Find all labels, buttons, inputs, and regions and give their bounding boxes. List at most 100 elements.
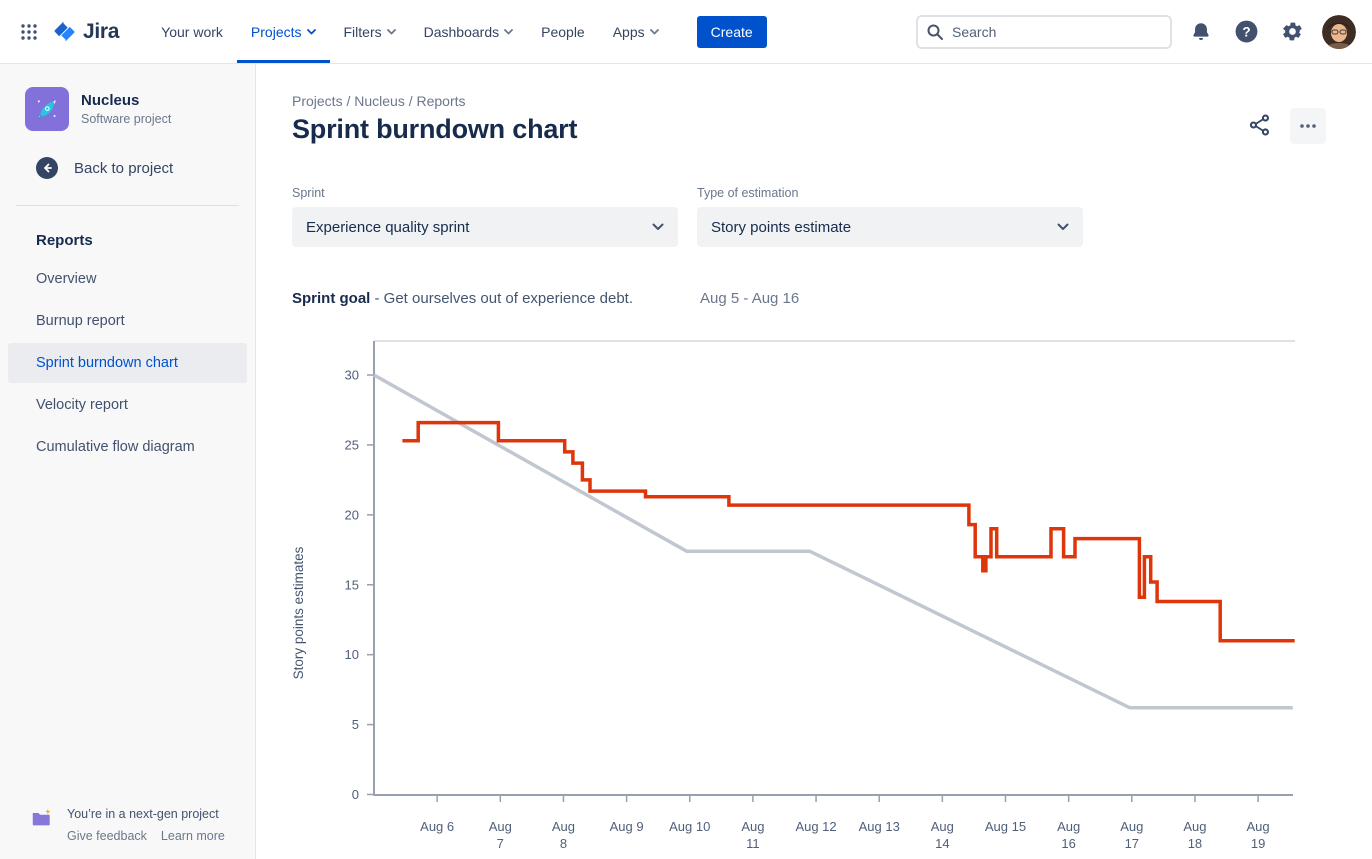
- help-icon: ?: [1235, 20, 1258, 43]
- nav-item-filters[interactable]: Filters: [330, 0, 410, 63]
- top-navbar: Jira Your work Projects Filters Dashboar…: [0, 0, 1372, 64]
- project-header: Nucleus Software project: [25, 87, 239, 131]
- nav-item-label: Your work: [161, 23, 223, 40]
- sprint-field-label: Sprint: [292, 186, 325, 200]
- sidebar-item-sprint-burndown-chart[interactable]: Sprint burndown chart: [8, 343, 247, 383]
- nav-item-label: Dashboards: [423, 23, 500, 40]
- sidebar-item-label: Sprint burndown chart: [36, 355, 178, 371]
- more-dots-icon: [1300, 124, 1316, 128]
- app-switcher-button[interactable]: [16, 19, 42, 45]
- chevron-down-icon: [1057, 223, 1069, 230]
- svg-text:Aug 12: Aug 12: [795, 819, 836, 834]
- sprint-goal: Sprint goal - Get ourselves out of exper…: [292, 290, 633, 307]
- gear-icon: [1283, 22, 1302, 41]
- estimation-field-label: Type of estimation: [697, 186, 799, 200]
- grid-icon: [21, 23, 37, 40]
- user-avatar[interactable]: [1322, 14, 1356, 49]
- more-button[interactable]: [1290, 108, 1326, 144]
- svg-text:8: 8: [560, 836, 567, 851]
- nav-item-people[interactable]: People: [527, 0, 599, 63]
- sidebar-item-overview[interactable]: Overview: [8, 259, 247, 299]
- svg-text:25: 25: [345, 437, 359, 452]
- svg-text:Aug: Aug: [1057, 819, 1080, 834]
- settings-button[interactable]: [1277, 16, 1308, 47]
- next-gen-note: You’re in a next-gen project: [67, 807, 219, 821]
- project-type: Software project: [81, 112, 172, 126]
- svg-text:Aug 15: Aug 15: [985, 819, 1026, 834]
- rocket-icon: [37, 100, 56, 118]
- sprint-select-value: Experience quality sprint: [306, 218, 470, 236]
- header-actions: [1244, 108, 1326, 144]
- nav-item-your-work[interactable]: Your work: [147, 0, 237, 63]
- svg-text:17: 17: [1125, 836, 1139, 851]
- svg-text:Aug 6: Aug 6: [420, 819, 454, 834]
- project-sidebar: Nucleus Software project Back to project…: [0, 64, 256, 859]
- svg-text:14: 14: [935, 836, 949, 851]
- back-label: Back to project: [74, 159, 174, 177]
- nav-item-label: People: [541, 23, 585, 40]
- jira-logo[interactable]: Jira: [52, 19, 119, 44]
- avatar-image: [1322, 14, 1356, 49]
- svg-text:Aug: Aug: [741, 819, 764, 834]
- main-content: Projects / Nucleus / Reports Sprint burn…: [256, 64, 1372, 859]
- back-to-project[interactable]: Back to project: [36, 157, 239, 179]
- svg-text:0: 0: [352, 787, 359, 802]
- svg-text:15: 15: [345, 577, 359, 592]
- nav-item-dashboards[interactable]: Dashboards: [410, 0, 528, 63]
- svg-text:10: 10: [345, 647, 359, 662]
- breadcrumb[interactable]: Projects / Nucleus / Reports: [292, 93, 466, 109]
- svg-text:20: 20: [345, 507, 359, 522]
- help-button[interactable]: ?: [1230, 15, 1263, 48]
- estimation-select[interactable]: Story points estimate: [697, 207, 1083, 247]
- nav-item-projects[interactable]: Projects: [236, 0, 330, 63]
- sprint-select[interactable]: Experience quality sprint: [292, 207, 678, 247]
- nav-item-label: Filters: [343, 23, 382, 40]
- sidebar-heading-reports: Reports: [36, 232, 93, 249]
- chevron-down-icon: [306, 28, 316, 34]
- svg-text:5: 5: [352, 717, 359, 732]
- share-button[interactable]: [1244, 109, 1276, 144]
- sidebar-item-cumulative-flow-diagram[interactable]: Cumulative flow diagram: [8, 427, 247, 467]
- sidebar-footer-text: You’re in a next-gen project Give feedba…: [67, 807, 225, 843]
- jira-logo-icon: [54, 21, 75, 42]
- project-avatar[interactable]: [25, 87, 69, 131]
- svg-text:30: 30: [345, 368, 359, 383]
- svg-text:Aug 13: Aug 13: [859, 819, 900, 834]
- svg-text:16: 16: [1061, 836, 1075, 851]
- project-info: Nucleus Software project: [81, 92, 171, 126]
- nav-item-apps[interactable]: Apps: [599, 0, 673, 63]
- svg-text:11: 11: [746, 836, 760, 851]
- svg-text:19: 19: [1251, 836, 1265, 851]
- notifications-button[interactable]: [1186, 17, 1216, 47]
- search-icon: [927, 24, 943, 40]
- give-feedback-link[interactable]: Give feedback: [67, 829, 147, 843]
- svg-text:Aug: Aug: [552, 819, 575, 834]
- svg-text:?: ?: [1242, 24, 1250, 39]
- sidebar-item-velocity-report[interactable]: Velocity report: [8, 385, 247, 425]
- sidebar-item-label: Velocity report: [36, 397, 128, 413]
- project-name: Nucleus: [81, 92, 140, 109]
- search-input[interactable]: [916, 14, 1172, 49]
- svg-text:18: 18: [1188, 836, 1202, 851]
- svg-text:Aug: Aug: [489, 819, 512, 834]
- svg-text:Story points estimates: Story points estimates: [291, 546, 306, 679]
- navbar-right: ?: [916, 0, 1356, 63]
- sidebar-divider: [16, 205, 239, 206]
- sprint-goal-text: - Get ourselves out of experience debt.: [370, 290, 634, 307]
- search-box: [916, 14, 1172, 49]
- share-icon: [1249, 113, 1269, 136]
- estimation-select-value: Story points estimate: [711, 218, 852, 236]
- sidebar-footer: You’re in a next-gen project Give feedba…: [30, 807, 225, 843]
- bell-icon: [1193, 22, 1209, 40]
- svg-text:Aug: Aug: [1120, 819, 1143, 834]
- brand-text: Jira: [83, 19, 120, 43]
- svg-text:Aug: Aug: [931, 819, 954, 834]
- page-title: Sprint burndown chart: [292, 114, 578, 144]
- svg-text:Aug 10: Aug 10: [669, 819, 710, 834]
- back-arrow-icon: [36, 157, 58, 179]
- sidebar-item-label: Burnup report: [36, 313, 125, 329]
- svg-text:Aug 9: Aug 9: [610, 819, 644, 834]
- create-button[interactable]: Create: [696, 15, 767, 48]
- learn-more-link[interactable]: Learn more: [160, 829, 225, 843]
- sidebar-item-burnup-report[interactable]: Burnup report: [8, 301, 247, 341]
